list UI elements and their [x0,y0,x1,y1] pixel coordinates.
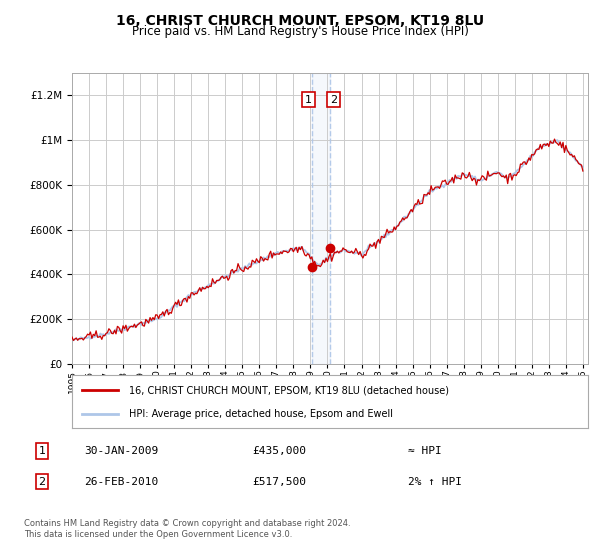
Text: £517,500: £517,500 [252,477,306,487]
Text: ≈ HPI: ≈ HPI [408,446,442,456]
Text: 1: 1 [305,95,312,105]
Text: 16, CHRIST CHURCH MOUNT, EPSOM, KT19 8LU (detached house): 16, CHRIST CHURCH MOUNT, EPSOM, KT19 8LU… [129,385,449,395]
Text: 26-FEB-2010: 26-FEB-2010 [84,477,158,487]
Text: 16, CHRIST CHURCH MOUNT, EPSOM, KT19 8LU: 16, CHRIST CHURCH MOUNT, EPSOM, KT19 8LU [116,14,484,28]
Text: £435,000: £435,000 [252,446,306,456]
Text: HPI: Average price, detached house, Epsom and Ewell: HPI: Average price, detached house, Epso… [129,408,393,418]
Text: 1: 1 [38,446,46,456]
Text: 30-JAN-2009: 30-JAN-2009 [84,446,158,456]
Text: Price paid vs. HM Land Registry's House Price Index (HPI): Price paid vs. HM Land Registry's House … [131,25,469,38]
Text: 2: 2 [38,477,46,487]
Bar [312,73,330,364]
Text: 2% ↑ HPI: 2% ↑ HPI [408,477,462,487]
Text: Contains HM Land Registry data © Crown copyright and database right 2024.
This d: Contains HM Land Registry data © Crown c… [24,520,350,539]
Text: 2: 2 [330,95,337,105]
